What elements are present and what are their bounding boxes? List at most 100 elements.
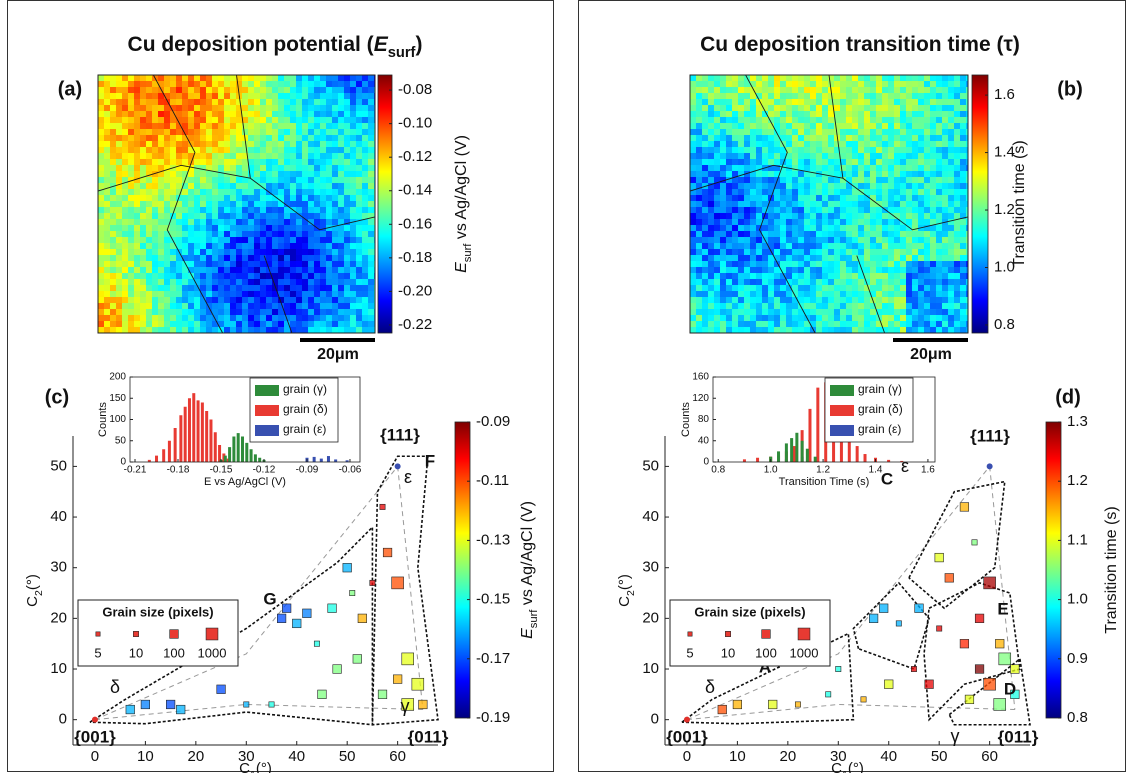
map-cell	[858, 255, 864, 261]
map-cell	[188, 237, 194, 243]
map-cell	[864, 165, 870, 171]
map-cell	[254, 153, 260, 159]
map-cell	[194, 141, 200, 147]
map-cell	[810, 111, 816, 117]
map-cell	[726, 231, 732, 237]
map-cell	[140, 195, 146, 201]
map-cell	[912, 273, 918, 279]
size-legend-label: 5	[686, 645, 693, 660]
map-cell	[828, 93, 834, 99]
panel-title: Cu deposition potential (Esurf)	[128, 33, 423, 61]
map-cell	[948, 117, 954, 123]
map-cell	[278, 141, 284, 147]
map-cell	[876, 285, 882, 291]
map-cell	[942, 189, 948, 195]
map-cell	[146, 231, 152, 237]
map-cell	[936, 171, 942, 177]
map-cell	[290, 117, 296, 123]
histogram-bar	[205, 411, 209, 462]
map-cell	[158, 129, 164, 135]
map-cell	[798, 99, 804, 105]
map-cell	[756, 291, 762, 297]
map-cell	[338, 207, 344, 213]
map-cell	[726, 183, 732, 189]
map-cell	[224, 99, 230, 105]
map-cell	[810, 177, 816, 183]
map-cell	[110, 99, 116, 105]
map-cell	[260, 279, 266, 285]
map-cell	[170, 261, 176, 267]
map-cell	[326, 219, 332, 225]
map-cell	[170, 195, 176, 201]
map-cell	[930, 315, 936, 321]
map-cell	[218, 297, 224, 303]
map-cell	[828, 303, 834, 309]
map-cell	[164, 321, 170, 327]
map-cell	[128, 111, 134, 117]
map-cell	[720, 141, 726, 147]
grain-point	[369, 579, 376, 586]
y-axis-label-part: (°)	[616, 574, 633, 590]
histogram-bar	[808, 408, 812, 462]
map-cell	[960, 105, 966, 111]
grain-point	[140, 699, 150, 710]
map-cell	[840, 303, 846, 309]
map-cell	[852, 177, 858, 183]
map-cell	[344, 165, 350, 171]
map-cell	[284, 285, 290, 291]
map-cell	[840, 255, 846, 261]
map-cell	[798, 177, 804, 183]
legend-swatch	[830, 405, 854, 416]
map-cell	[194, 255, 200, 261]
map-cell	[924, 105, 930, 111]
map-cell	[128, 291, 134, 297]
map-cell	[810, 141, 816, 147]
map-cell	[194, 153, 200, 159]
map-cell	[954, 255, 960, 261]
map-cell	[936, 159, 942, 165]
map-cell	[368, 309, 374, 315]
map-cell	[230, 219, 236, 225]
map-cell	[152, 321, 158, 327]
map-cell	[206, 291, 212, 297]
map-cell	[786, 231, 792, 237]
map-cell	[146, 129, 152, 135]
map-cell	[200, 285, 206, 291]
map-cell	[278, 267, 284, 273]
map-cell	[876, 297, 882, 303]
map-cell	[254, 105, 260, 111]
map-cell	[290, 261, 296, 267]
map-cell	[900, 243, 906, 249]
map-cell	[308, 153, 314, 159]
grain-point	[379, 503, 386, 510]
map-cell	[744, 147, 750, 153]
map-cell	[780, 195, 786, 201]
map-cell	[326, 99, 332, 105]
map-cell	[320, 267, 326, 273]
map-cell	[362, 189, 368, 195]
map-cell	[816, 213, 822, 219]
annotation: E	[997, 599, 1008, 618]
y-axis-label-part: 2	[33, 590, 45, 596]
histogram-bar	[863, 454, 867, 462]
grain-point	[418, 699, 428, 710]
map-cell	[206, 141, 212, 147]
map-cell	[780, 81, 786, 87]
map-cell	[960, 237, 966, 243]
map-cell	[128, 123, 134, 129]
map-cell	[254, 201, 260, 207]
map-cell	[116, 207, 122, 213]
map-cell	[344, 81, 350, 87]
map-cell	[840, 171, 846, 177]
map-cell	[822, 309, 828, 315]
map-cell	[164, 213, 170, 219]
map-cell	[714, 159, 720, 165]
map-cell	[158, 105, 164, 111]
map-cell	[912, 75, 918, 81]
map-cell	[260, 315, 266, 321]
map-cell	[924, 291, 930, 297]
map-cell	[290, 219, 296, 225]
map-cell	[146, 99, 152, 105]
map-cell	[104, 261, 110, 267]
map-cell	[134, 321, 140, 327]
